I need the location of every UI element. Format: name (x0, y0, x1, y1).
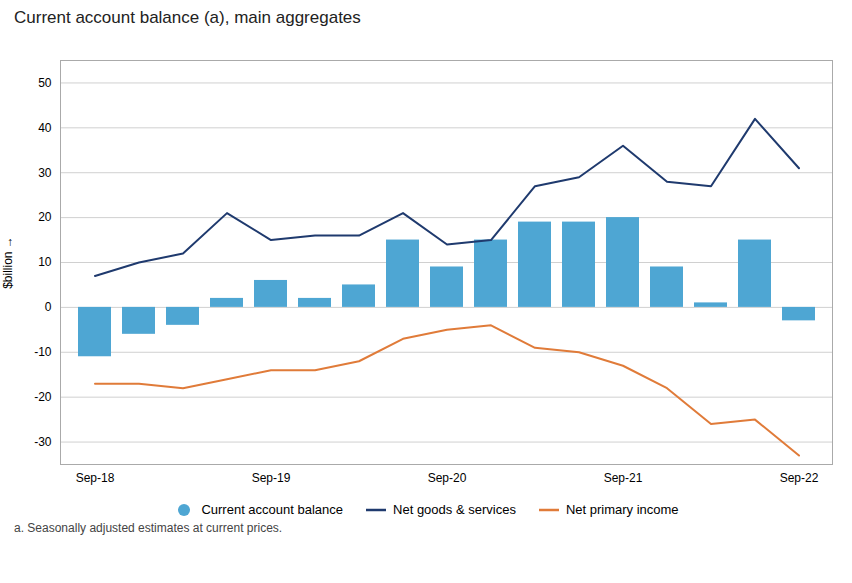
svg-text:20: 20 (38, 210, 52, 224)
svg-text:Sep-19: Sep-19 (252, 471, 291, 485)
svg-text:$billion →: $billion → (1, 236, 15, 289)
svg-text:Sep-21: Sep-21 (604, 471, 643, 485)
svg-text:10: 10 (38, 255, 52, 269)
html-text:Net primary income: Net primary income (565, 502, 679, 517)
svg-text:50: 50 (38, 76, 52, 90)
svg-text:30: 30 (38, 166, 52, 180)
html-text:a. Seasonally adjusted estimat: a. Seasonally adjusted estimates at curr… (14, 521, 283, 535)
svg-text:-10: -10 (34, 345, 52, 359)
html-text:Current account balance: Current account balance (201, 502, 343, 517)
svg-text:0: 0 (45, 300, 52, 314)
svg-text:-30: -30 (34, 435, 52, 449)
svg-text:Sep-18: Sep-18 (76, 471, 115, 485)
svg-text:40: 40 (38, 121, 52, 135)
svg-text:Sep-22: Sep-22 (780, 471, 819, 485)
html-text:Net goods & services: Net goods & services (393, 502, 516, 517)
html-text:Current account balance (a), m: Current account balance (a), main aggreg… (14, 8, 361, 27)
svg-text:Sep-20: Sep-20 (428, 471, 467, 485)
svg-text:-20: -20 (34, 390, 52, 404)
